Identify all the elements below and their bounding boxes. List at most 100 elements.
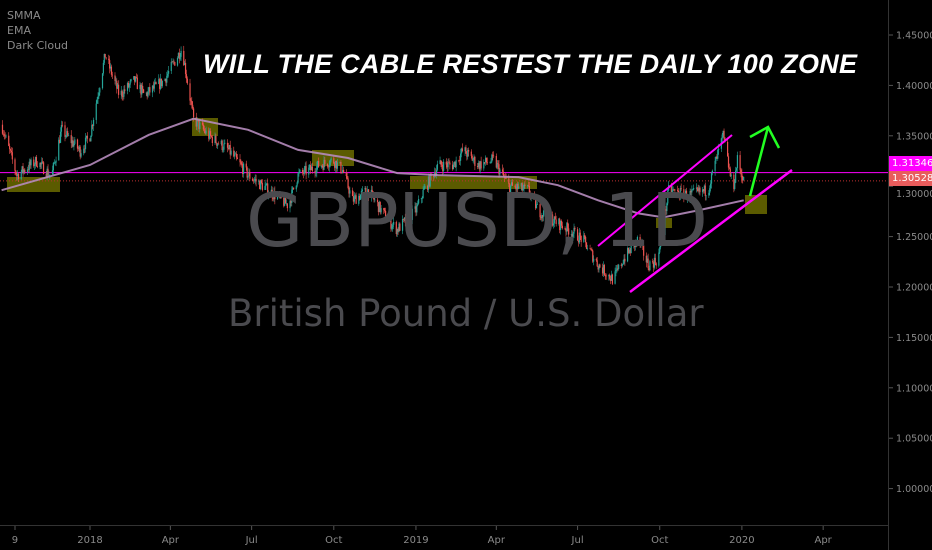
legend-item-dark-cloud[interactable]: Dark Cloud xyxy=(7,39,69,52)
candle-body xyxy=(284,196,286,206)
channel-lower-line[interactable] xyxy=(629,169,793,293)
candle xyxy=(552,218,555,229)
candle xyxy=(617,264,619,272)
candle xyxy=(186,76,188,85)
candle-body xyxy=(296,182,298,186)
legend-item-ema[interactable]: EMA xyxy=(7,24,31,37)
candle-body xyxy=(685,190,687,195)
candle-body xyxy=(528,185,530,194)
candle xyxy=(39,162,41,170)
candle-body xyxy=(635,240,637,248)
candle-body xyxy=(14,159,16,171)
candle xyxy=(685,188,687,200)
candle xyxy=(667,188,669,206)
candle xyxy=(736,151,739,172)
candle xyxy=(17,170,19,181)
candle xyxy=(30,157,32,169)
candle xyxy=(397,227,399,235)
candle-body xyxy=(697,189,699,191)
candle-body xyxy=(603,264,605,276)
candle xyxy=(630,243,632,254)
candle xyxy=(449,160,451,170)
candle xyxy=(274,186,276,205)
candle xyxy=(665,205,667,216)
candle-body xyxy=(352,196,355,202)
candle xyxy=(699,186,701,196)
candle xyxy=(579,229,581,241)
candle xyxy=(111,71,113,80)
candle xyxy=(284,194,287,204)
candle-body xyxy=(353,196,355,202)
candle-body xyxy=(85,135,88,138)
candle xyxy=(459,148,462,166)
price-axis[interactable]: 1.45000 1.40000 1.35000 1.30000 1.25000 1.200… xyxy=(889,31,932,496)
candle-body xyxy=(705,195,707,197)
candle xyxy=(564,226,566,231)
candle-body xyxy=(259,180,262,190)
candle xyxy=(141,83,143,98)
candle-body xyxy=(549,214,551,217)
candle xyxy=(79,145,81,160)
legend-item-smma[interactable]: SMMA xyxy=(7,9,41,22)
candle-body xyxy=(402,219,405,220)
time-axis[interactable]: 9 2018 Apr Jul Oct 2019 Apr Jul Oct 2020 Apr xyxy=(12,526,833,546)
candle-body xyxy=(158,79,160,84)
candle-body xyxy=(370,189,372,198)
candle-body xyxy=(523,184,525,189)
candle-body xyxy=(73,143,75,147)
y-tick-label: 1.30000 xyxy=(896,189,932,200)
candle-body xyxy=(415,206,417,213)
candle xyxy=(453,161,455,168)
candle xyxy=(553,216,555,228)
candle-body xyxy=(72,140,74,147)
candle xyxy=(639,234,641,248)
candle xyxy=(291,186,293,207)
candle xyxy=(267,178,269,198)
arrow-icon[interactable] xyxy=(748,126,770,197)
candle xyxy=(565,227,567,237)
candle xyxy=(484,155,487,166)
candle-body xyxy=(454,161,456,168)
candle-body xyxy=(374,199,376,201)
candle xyxy=(629,247,631,256)
candle xyxy=(114,72,116,85)
candle xyxy=(368,189,370,202)
candle-body xyxy=(345,172,347,177)
y-tick-label: 1.05000 xyxy=(896,434,932,445)
candle xyxy=(671,185,673,197)
candle xyxy=(374,196,376,203)
candle xyxy=(660,235,662,250)
candle-body xyxy=(716,156,718,159)
candle-body xyxy=(604,275,606,276)
candle xyxy=(110,64,113,78)
candle-body xyxy=(417,203,419,206)
candle xyxy=(678,191,680,201)
candle-body xyxy=(567,222,569,229)
candle-body xyxy=(583,235,585,242)
candle-body xyxy=(291,189,293,203)
candle-body xyxy=(139,84,141,90)
candle xyxy=(95,100,97,124)
candle xyxy=(680,183,682,192)
candle xyxy=(166,71,168,87)
candle-body xyxy=(479,161,481,170)
candle-body xyxy=(514,185,516,187)
candle-body xyxy=(71,140,73,144)
candle-body xyxy=(416,205,418,213)
candle xyxy=(490,157,492,165)
candle xyxy=(295,185,297,192)
candle xyxy=(336,158,338,172)
candle-body xyxy=(380,208,382,213)
candle-body xyxy=(61,125,63,126)
candle xyxy=(651,258,654,264)
candle xyxy=(9,148,12,154)
candle-body xyxy=(499,169,501,175)
candle-body xyxy=(361,189,363,192)
candle-body xyxy=(660,238,662,248)
channel-upper-line[interactable] xyxy=(597,134,733,247)
candle-body xyxy=(397,229,399,232)
candle xyxy=(226,139,229,153)
candle-body xyxy=(711,170,714,173)
candle xyxy=(72,136,74,148)
